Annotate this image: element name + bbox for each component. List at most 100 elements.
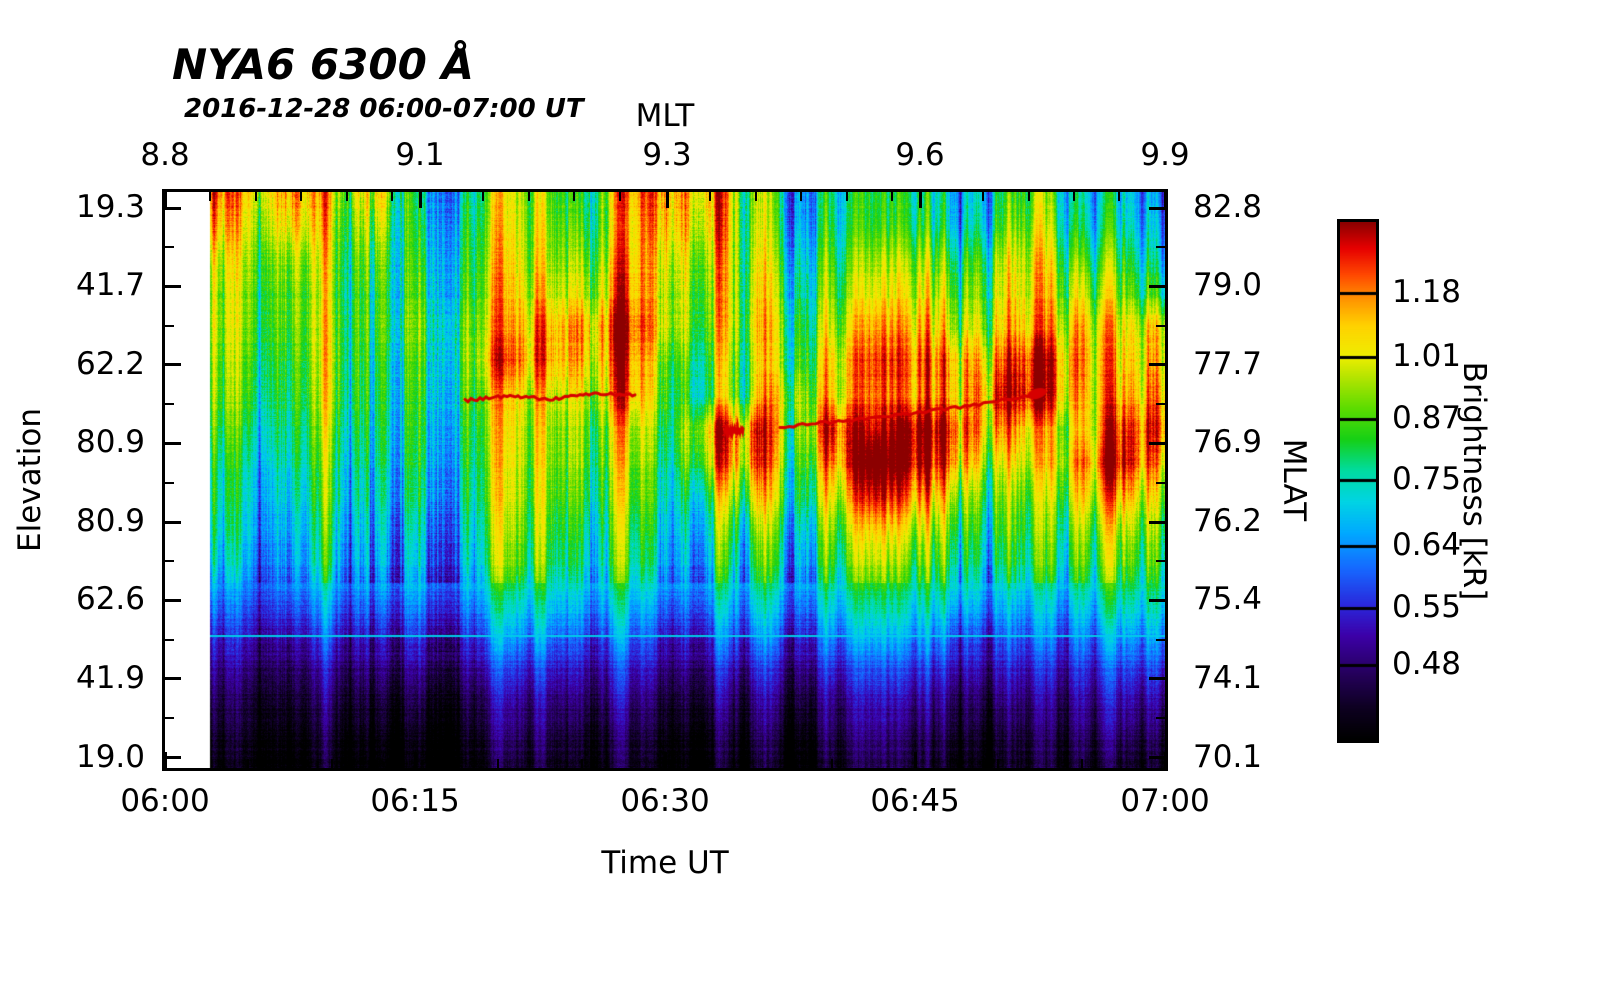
elev-tick — [165, 441, 181, 445]
plot-subtitle: 2016-12-28 06:00-07:00 UT — [184, 94, 584, 124]
mlat-tick-label: 76.9 — [1193, 424, 1263, 461]
mlat-minor-tick — [1156, 324, 1165, 327]
mlt-minor-tick — [891, 192, 894, 201]
mlat-tick — [1149, 520, 1165, 524]
elev-minor-tick — [165, 717, 174, 720]
mlt-minor-tick — [845, 192, 848, 201]
mlt-tick — [163, 192, 167, 208]
mlt-minor-tick — [1073, 192, 1075, 201]
elev-tick-label: 41.7 — [75, 267, 145, 304]
mlt-tick-label: 9.3 — [642, 137, 692, 173]
mlt-minor-tick — [709, 192, 712, 201]
elev-minor-tick — [165, 560, 174, 563]
mlt-minor-tick — [800, 192, 803, 201]
x-tick — [413, 752, 417, 768]
elev-minor-tick — [165, 246, 174, 249]
mlt-minor-tick — [573, 192, 576, 201]
elev-minor-tick — [165, 402, 174, 405]
elev-tick-label: 62.2 — [75, 345, 145, 382]
mlat-tick-label: 79.0 — [1193, 267, 1263, 304]
x-tick — [663, 752, 667, 768]
elev-tick — [165, 284, 181, 288]
mlt-tick — [665, 192, 669, 208]
mlt-minor-tick — [482, 192, 485, 201]
mlt-tick-label: 9.1 — [395, 137, 445, 173]
mlt-minor-tick — [345, 192, 348, 201]
mlat-tick-label: 74.1 — [1193, 659, 1263, 696]
mlat-tick — [1149, 756, 1165, 760]
heatmap-canvas — [165, 192, 1165, 768]
mlat-tick — [1149, 677, 1165, 681]
elev-tick — [165, 363, 181, 367]
elev-tick-label: 19.3 — [75, 189, 145, 226]
elev-minor-tick — [165, 481, 174, 484]
x-minor-tick — [580, 759, 583, 768]
plot-title: NYA6 6300 Å — [172, 40, 474, 89]
bottom-axis-title: Time UT — [601, 845, 729, 881]
cbar-tick-label: 0.64 — [1392, 526, 1462, 563]
x-tick — [913, 752, 917, 768]
mlt-minor-tick — [391, 192, 394, 201]
x-tick-label: 06:45 — [870, 783, 960, 819]
mlat-tick — [1149, 441, 1165, 445]
mlat-minor-tick — [1156, 638, 1165, 641]
mlat-minor-tick — [1156, 246, 1165, 249]
mlat-minor-tick — [1156, 560, 1165, 563]
cbar-tick-label: 0.55 — [1392, 589, 1462, 626]
x-tick — [163, 752, 167, 768]
x-tick-label: 07:00 — [1120, 783, 1210, 819]
x-minor-tick — [747, 759, 750, 768]
cbar-tick-label: 0.87 — [1392, 399, 1462, 436]
mlt-tick-label: 9.6 — [895, 137, 945, 173]
x-tick-label: 06:00 — [120, 783, 210, 819]
mlat-minor-tick — [1156, 402, 1165, 405]
elev-tick-label: 80.9 — [75, 424, 145, 461]
mlat-tick-label: 76.2 — [1193, 503, 1263, 540]
mlat-tick-label: 82.8 — [1193, 189, 1263, 226]
mlt-minor-tick — [209, 192, 212, 201]
mlt-minor-tick — [1027, 192, 1030, 201]
elev-tick-label: 19.0 — [75, 738, 145, 775]
x-minor-tick — [1080, 759, 1083, 768]
elev-tick — [165, 520, 181, 524]
x-minor-tick — [247, 759, 250, 768]
colorbar-canvas — [1340, 222, 1376, 740]
elev-tick — [165, 756, 181, 760]
elev-tick-label: 80.9 — [75, 503, 145, 540]
cbar-tick-label: 0.48 — [1392, 645, 1462, 682]
elev-tick — [165, 677, 181, 681]
mlt-minor-tick — [1118, 192, 1121, 201]
mlt-minor-tick — [618, 192, 621, 201]
mlt-tick-label: 9.9 — [1140, 137, 1190, 173]
mlt-tick — [1163, 192, 1167, 208]
mlat-tick — [1149, 363, 1165, 367]
top-axis-title: MLT — [635, 98, 695, 134]
x-tick — [1163, 752, 1167, 768]
elev-minor-tick — [165, 638, 174, 641]
mlt-minor-tick — [300, 192, 303, 201]
mlt-tick — [918, 192, 922, 208]
mlt-tick — [418, 192, 422, 208]
mlat-tick — [1149, 284, 1165, 288]
x-minor-tick — [330, 759, 333, 768]
cbar-tick-label: 0.75 — [1392, 461, 1462, 498]
elev-tick-label: 41.9 — [75, 659, 145, 696]
mlt-minor-tick — [982, 192, 985, 201]
x-tick-label: 06:30 — [620, 783, 710, 819]
x-tick-label: 06:15 — [370, 783, 460, 819]
mlat-tick-label: 75.4 — [1193, 581, 1263, 618]
mlt-minor-tick — [754, 192, 757, 201]
mlat-tick — [1149, 206, 1165, 210]
elev-tick — [165, 598, 181, 602]
mlt-minor-tick — [254, 192, 257, 201]
x-minor-tick — [830, 759, 833, 768]
x-minor-tick — [497, 759, 500, 768]
cbar-tick-label: 1.01 — [1392, 338, 1462, 374]
mlat-tick-label: 70.1 — [1193, 738, 1263, 775]
mlat-minor-tick — [1156, 481, 1165, 484]
mlat-tick — [1149, 598, 1165, 602]
mlat-tick-label: 77.7 — [1193, 345, 1263, 382]
elev-tick — [165, 206, 181, 210]
mlat-minor-tick — [1156, 717, 1165, 720]
